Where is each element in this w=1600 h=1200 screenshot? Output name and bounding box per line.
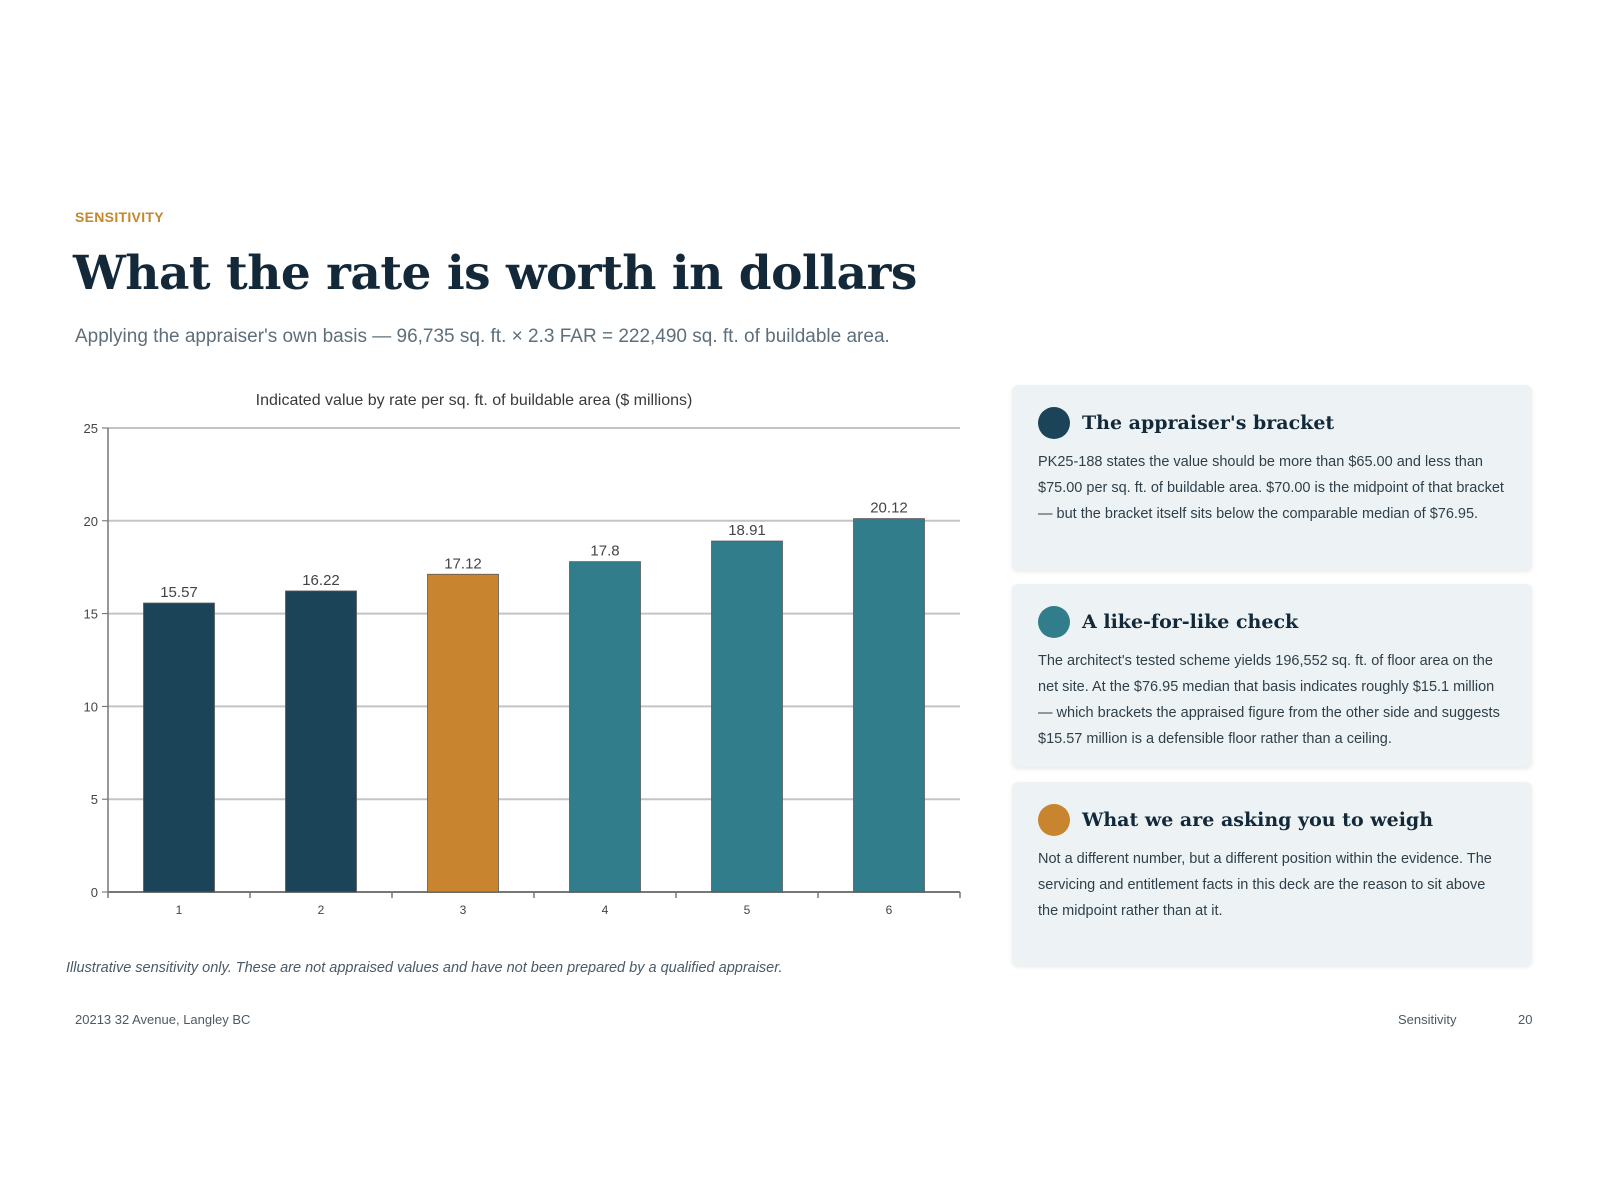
- footer-page-number: 20: [1518, 1012, 1533, 1027]
- card-body: The architect's tested scheme yields 196…: [1038, 653, 1500, 747]
- card-title: What we are asking you to weigh: [1082, 809, 1434, 831]
- card-title: A like-for-like check: [1082, 611, 1299, 633]
- bar-3: [427, 573, 499, 893]
- eyebrow-label: SENSITIVITY: [75, 209, 164, 225]
- card-dot-icon: [1038, 407, 1070, 439]
- y-tick-label: 0: [91, 885, 98, 900]
- chart-container: Indicated value by rate per sq. ft. of b…: [60, 380, 980, 925]
- chart-title: Indicated value by rate per sq. ft. of b…: [256, 392, 693, 409]
- card-dot-icon: [1038, 804, 1070, 836]
- y-tick-label: 5: [91, 792, 98, 807]
- bar-value-label: 18.91: [728, 522, 766, 539]
- card-header: What we are asking you to weigh: [1038, 804, 1506, 836]
- x-tick-label: 2: [318, 903, 325, 917]
- card-body: Not a different number, but a different …: [1038, 851, 1492, 919]
- x-tick-label: 4: [602, 903, 609, 917]
- page-subtitle: Applying the appraiser's own basis — 96,…: [75, 326, 890, 347]
- card-what-to-weigh: What we are asking you to weigh Not a di…: [1012, 782, 1532, 965]
- card-like-for-like: A like-for-like check The architect's te…: [1012, 584, 1532, 767]
- bar-5: [711, 540, 783, 893]
- y-tick-label: 25: [84, 421, 98, 436]
- card-body: PK25-188 states the value should be more…: [1038, 454, 1504, 522]
- card-header: The appraiser's bracket: [1038, 407, 1506, 439]
- footer-section: Sensitivity: [1398, 1012, 1457, 1027]
- bar-6: [853, 518, 925, 893]
- bar-value-label: 17.12: [444, 555, 482, 572]
- bar-4: [569, 561, 641, 893]
- y-tick-label: 15: [84, 607, 98, 622]
- card-dot-icon: [1038, 606, 1070, 638]
- bar-value-label: 15.57: [160, 584, 198, 601]
- bar-chart: Indicated value by rate per sq. ft. of b…: [84, 392, 961, 917]
- x-tick-label: 5: [744, 903, 751, 917]
- card-appraiser-bracket: The appraiser's bracket PK25-188 states …: [1012, 385, 1532, 570]
- bar-value-label: 16.22: [302, 572, 340, 589]
- y-tick-label: 10: [84, 699, 98, 714]
- footer-address: 20213 32 Avenue, Langley BC: [75, 1012, 251, 1027]
- card-header: A like-for-like check: [1038, 606, 1506, 638]
- card-title: The appraiser's bracket: [1082, 412, 1335, 434]
- disclaimer: Illustrative sensitivity only. These are…: [66, 960, 783, 976]
- bar-1: [143, 602, 215, 893]
- bar-value-label: 17.8: [590, 543, 619, 560]
- bar-2: [285, 590, 357, 893]
- page-title: What the rate is worth in dollars: [73, 246, 917, 301]
- bar-value-label: 20.12: [870, 500, 908, 517]
- x-tick-label: 3: [460, 903, 467, 917]
- x-tick-label: 6: [886, 903, 893, 917]
- x-tick-label: 1: [176, 903, 183, 917]
- y-tick-label: 20: [84, 514, 98, 529]
